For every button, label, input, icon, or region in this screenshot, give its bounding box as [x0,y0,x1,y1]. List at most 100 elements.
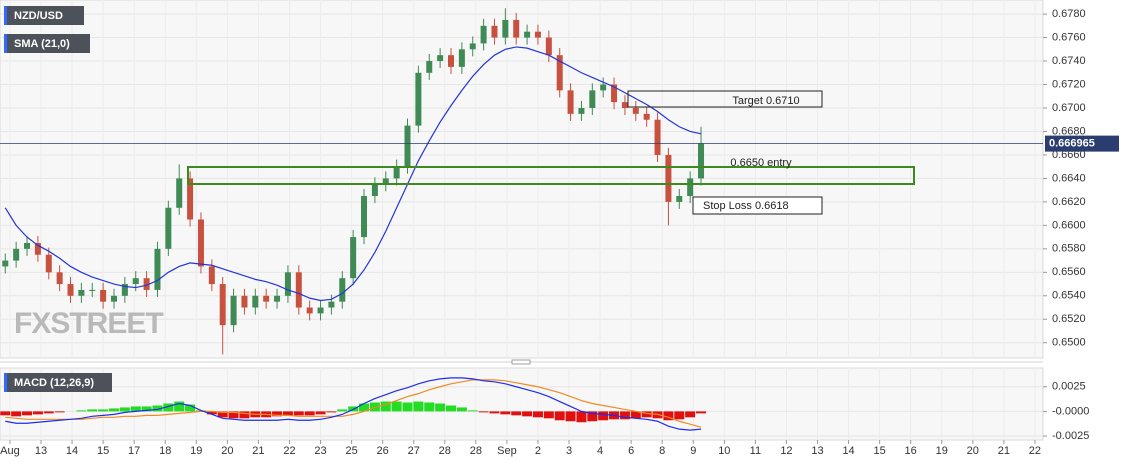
legend-box[interactable] [4,34,90,53]
histogram-bar [293,411,304,416]
candle-body [502,19,509,38]
x-tick-label: 23 [314,445,326,457]
legend-accent [4,6,7,25]
histogram-bar [565,411,576,422]
candle-body [534,31,541,38]
y-tick-label: 0.6560 [1052,266,1086,278]
candle-body [187,178,194,220]
x-tick-label: 21 [998,445,1010,457]
x-tick-label: Aug [0,445,20,457]
macd-panel [0,367,1044,441]
x-tick-label: 19 [190,445,202,457]
candle-body [197,219,204,267]
y-tick-label: 0.6660 [1052,149,1086,161]
candle-body [382,178,389,185]
candle-body [426,61,433,73]
watermark: FXSTREET [14,307,163,340]
y-tick-label: 0.6520 [1052,313,1086,325]
histogram-bar [119,407,130,412]
histogram-bar [445,405,456,412]
histogram-bar [467,410,478,412]
candle-body [513,19,520,38]
candle-body [143,278,150,290]
candle-body [676,196,683,202]
y-tick-label: 0.6760 [1052,31,1086,43]
candle-body [458,49,465,67]
candle-body [317,307,324,314]
legend-label: SMA (21,0) [14,38,70,50]
candle-body [447,55,454,67]
histogram-bar [359,403,370,412]
stop-label: Stop Loss 0.6618 [703,200,789,212]
histogram-bar [641,411,652,418]
x-tick-label: 13 [811,445,823,457]
histogram-bar [304,411,315,416]
x-tick-label: 14 [66,445,78,457]
histogram-bar [206,411,217,415]
candle-body [578,107,585,114]
stop-box [692,196,823,215]
candle-body [545,37,552,56]
x-tick-label: 10 [718,445,730,457]
x-tick-label: 2 [535,445,541,457]
y-tick-label: 0.6600 [1052,219,1086,231]
histogram-bar [576,411,587,423]
histogram-bar [489,411,500,414]
histogram-bar [76,410,87,412]
candle-body [371,184,378,197]
candle-body [687,178,694,197]
legend-box[interactable] [4,373,112,392]
y-tick-label: 0.6620 [1052,196,1086,208]
candle-body [45,254,52,273]
histogram-bar [130,406,141,412]
x-tick-label: 20 [967,445,979,457]
entry-zone [187,166,915,185]
histogram-bar [282,411,293,416]
histogram-bar [108,408,119,412]
candle-body [132,278,139,285]
resize-handle[interactable] [511,359,531,365]
legend-accent [4,373,7,392]
candle-body [121,284,128,296]
candle-body [469,43,476,50]
candle-body [393,166,400,179]
y-tick-label: 0.6700 [1052,102,1086,114]
histogram-bar [435,403,446,412]
candle-body [56,272,63,285]
histogram-bar [674,411,685,420]
histogram-bar [152,405,163,412]
legend-box[interactable] [4,6,84,25]
candle-body [274,295,281,302]
candle-body [284,272,291,296]
candle-body [24,242,31,249]
candle-body [589,90,596,108]
candle-body [643,113,650,120]
x-tick-label: 26 [377,445,389,457]
histogram-bar [685,411,696,418]
candle-body [89,289,96,291]
target-box [627,90,823,108]
candle-body [34,242,41,255]
candle-body [67,284,74,296]
x-tick-label: 12 [780,445,792,457]
candle-body [306,307,313,314]
candle-body [361,196,368,238]
histogram-bar [185,404,196,412]
x-tick-label: 22 [283,445,295,457]
x-tick-label: 18 [159,445,171,457]
candle-body [567,90,574,114]
candle-body [556,55,563,91]
x-tick-label: Sep [497,445,517,457]
histogram-bar [630,411,641,419]
candle-body [632,107,639,114]
grid [0,0,1043,440]
x-tick-label: 27 [408,445,420,457]
histogram-bar [315,411,326,415]
x-tick-label: 21 [252,445,264,457]
x-tick-label: 3 [566,445,572,457]
histogram-bar [326,411,337,413]
x-tick-label: 22 [1029,445,1041,457]
histogram-bar [380,401,391,412]
x-tick-label: 28 [470,445,482,457]
y-tick-label: 0.6780 [1052,8,1086,20]
